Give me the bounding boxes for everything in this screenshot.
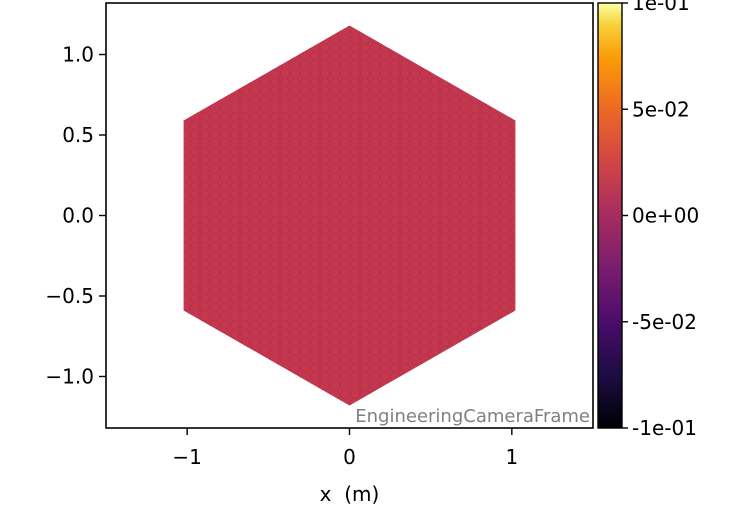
colorbar-tick-label: -5e-02	[632, 310, 697, 334]
x-axis-title: x (m)	[320, 482, 380, 506]
colorbar-tick-label: 0e+00	[632, 204, 699, 228]
y-tick-label: 0.0	[62, 204, 94, 228]
colorbar-tick-label: 5e-02	[632, 97, 690, 121]
y-tick-label: −1.0	[45, 364, 94, 388]
y-tick-label: −0.5	[45, 284, 94, 308]
x-tick-label: 0	[343, 445, 356, 469]
colorbar-tick-label: -1e-01	[632, 416, 697, 440]
colorbar-tick-label: 1e-01	[632, 0, 690, 15]
frame-label: EngineeringCameraFrame	[355, 406, 590, 427]
y-tick-label: 0.5	[62, 123, 94, 147]
y-axis-ticks: 1.0 0.5 0.0 −0.5 −1.0	[45, 43, 106, 388]
x-axis-ticks: −1 0 1	[172, 428, 518, 469]
y-tick-label: 1.0	[62, 43, 94, 67]
x-tick-label: −1	[172, 445, 201, 469]
plot-area: EngineeringCameraFrame	[183, 25, 590, 427]
x-tick-label: 1	[505, 445, 518, 469]
colorbar-ticks: 1e-01 5e-02 0e+00 -5e-02 -1e-01	[622, 0, 699, 440]
colorbar-gradient	[597, 2, 623, 429]
colorbar: 1e-01 5e-02 0e+00 -5e-02 -1e-01	[597, 0, 699, 440]
camera-pixel-grid	[183, 25, 516, 406]
